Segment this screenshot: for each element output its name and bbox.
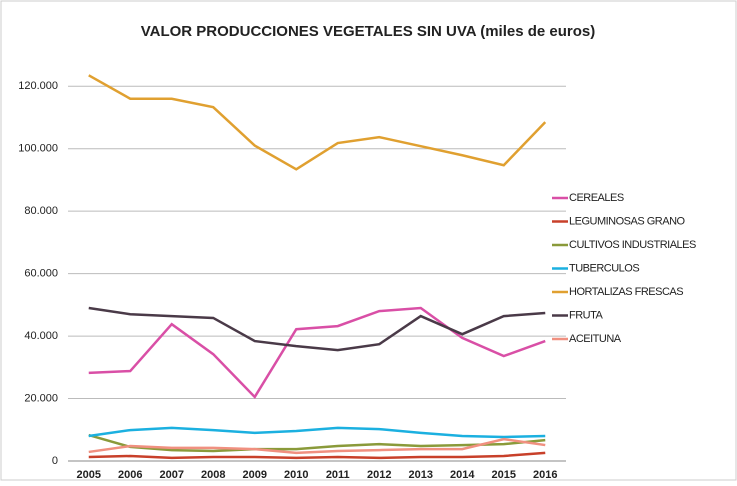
series-line: [88, 306, 546, 352]
legend-label: CEREALES: [569, 192, 624, 204]
x-tick-label: 2008: [201, 469, 225, 481]
legend-label: ACEITUNA: [569, 333, 622, 345]
x-tick-label: 2014: [450, 469, 475, 481]
y-tick-label: 80.000: [24, 205, 58, 217]
series-line: [88, 306, 546, 400]
legend-label: LEGUMINOSAS GRANO: [569, 215, 686, 227]
legend-label: FRUTA: [569, 309, 604, 321]
legend-label: TUBERCULOS: [569, 262, 639, 274]
y-tick-label: 20.000: [24, 392, 58, 404]
y-tick-label: 0: [52, 455, 58, 467]
x-tick-label: 2010: [284, 469, 308, 481]
x-tick-label: 2009: [243, 469, 267, 481]
x-tick-label: 2007: [160, 469, 184, 481]
x-tick-label: 2012: [367, 469, 391, 481]
legend-label: CULTIVOS INDUSTRIALES: [569, 239, 696, 251]
series-line: [88, 433, 546, 453]
x-tick-label: 2015: [492, 469, 516, 481]
series-line: [88, 451, 546, 460]
y-tick-label: 60.000: [24, 268, 58, 280]
series-line: [88, 426, 546, 439]
series-line: [88, 437, 546, 455]
y-tick-label: 40.000: [24, 330, 58, 342]
x-tick-label: 2016: [533, 469, 557, 481]
chart-title: VALOR PRODUCCIONES VEGETALES SIN UVA (mi…: [141, 23, 596, 40]
y-tick-label: 100.000: [18, 143, 58, 155]
x-tick-label: 2006: [118, 469, 142, 481]
y-tick-label: 120.000: [18, 80, 58, 92]
x-tick-label: 2011: [326, 469, 350, 481]
x-tick-label: 2013: [409, 469, 433, 481]
x-tick-label: 2005: [77, 469, 101, 481]
series-line: [88, 74, 547, 171]
legend-label: HORTALIZAS FRESCAS: [569, 286, 683, 298]
